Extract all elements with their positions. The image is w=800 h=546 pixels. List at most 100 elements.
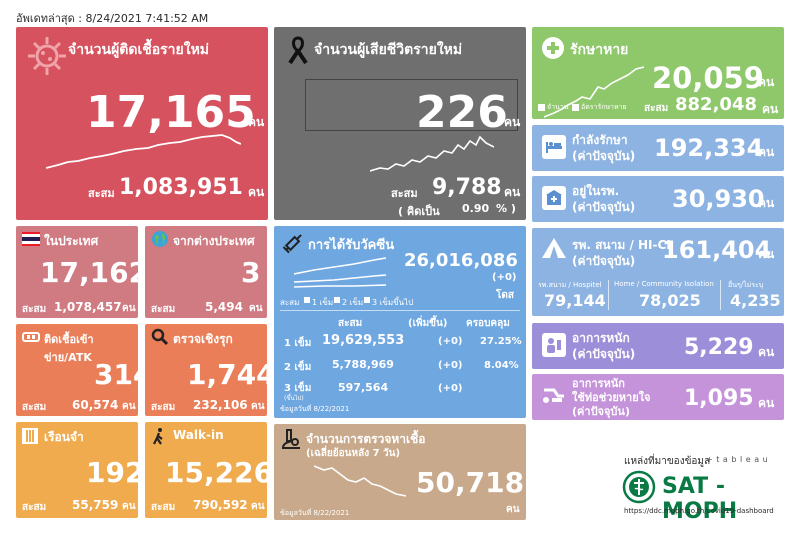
recovered-total-unit: คน [762,102,779,116]
proactive-total: 232,106 [193,398,248,412]
field-divider-2 [720,280,721,310]
domestic-card[interactable]: ในประเทศ 17,162 สะสม 1,078,457 คน [16,226,138,318]
deaths-card[interactable]: จำนวนผู้เสียชีวิตรายใหม่ 226 คน สะสม 9,7… [274,27,526,220]
vaccine-col-cover-header: ครอบคลุม [466,318,510,329]
hospital-card[interactable]: อยู่ในรพ. (ค่าปัจจุบัน) 30,930 คน [532,176,784,222]
proactive-card[interactable]: ตรวจเชิงรุก 1,744 สะสม 232,106 คน [145,324,267,416]
domestic-title: ในประเทศ [44,234,99,248]
vaccine-row-delta: (+0) [438,336,463,347]
hospital-bed-icon [542,135,566,159]
atk-total-unit: คน [122,401,136,412]
vaccine-title: การได้รับวัคซีน [308,238,395,253]
patient-icon [542,333,566,357]
new-cases-total-unit: คน [248,185,265,199]
deaths-total-unit: คน [504,185,521,199]
recovered-legend-b: อัตรารักษาหาย [581,103,627,111]
vaccine-row-cover: 27.25% [480,336,522,347]
walking-person-icon [151,427,167,445]
walkin-card[interactable]: Walk-in 15,226 สะสม 790,592 คน [145,422,267,518]
domestic-accum-label: สะสม [22,304,47,315]
abroad-total-unit: คน [249,303,263,314]
vaccine-trend [294,257,386,288]
vaccine-legend-box-2 [334,297,340,303]
field-col-hospitel-value: 79,144 [544,291,606,310]
deaths-pct-prefix: ( คิดเป็น [398,205,440,218]
deaths-accum-label: สะสม [391,187,418,200]
new-cases-title: จำนวนผู้ติดเชื้อรายใหม่ [68,42,210,58]
tableau-logo: + t a b l e a u [706,455,769,464]
treating-card[interactable]: กำลังรักษา (ค่าปัจจุบัน) 192,334 คน [532,125,784,171]
deaths-title: จำนวนผู้เสียชีวิตรายใหม่ [314,42,463,58]
jail-title: เรือนจำ [44,430,84,444]
new-cases-value: 17,165 [86,87,256,138]
hospital-unit: คน [758,196,775,210]
new-cases-total: 1,083,951 [119,175,243,200]
jail-total: 55,759 [72,498,119,512]
vaccine-col-delta-header: (เพิ่มขึ้น) [408,318,448,329]
proactive-accum-label: สะสม [151,402,176,413]
atk-card[interactable]: ติดเชื้อเข้าข่าย/ATK 314 สะสม 60,574 คน [16,324,138,416]
field-col-other-value: 4,235 [730,291,781,310]
hospital-icon [542,186,566,210]
vaccine-data-date: ข้อมูลวันที่ 8/22/2021 [280,405,350,413]
vaccine-row-dose: 1 เข็ม [284,338,312,349]
new-cases-unit: คน [248,115,265,129]
ventilator-icon [540,382,566,408]
walkin-title: Walk-in [173,428,224,442]
tent-icon [540,236,568,260]
recovered-value: 20,059 [652,61,764,95]
hospital-value: 30,930 [672,185,765,213]
atk-title: ติดเชื้อเข้าข่าย/ATK [44,333,94,364]
field-divider-1 [608,280,609,310]
vaccine-delta: (+0) [492,272,517,283]
ventilator-sub: (ค่าปัจจุบัน) [572,405,630,418]
last-updated: อัพเดทล่าสุด : 8/24/2021 7:41:52 AM [16,12,209,25]
jail-value: 192 [86,456,138,489]
abroad-total: 5,494 [205,300,243,314]
vaccine-row-dose: 3 เข็ม [284,383,312,394]
tests-card[interactable]: จำนวนการตรวจหาเชื้อ (เฉลี่ยย้อนหลัง 7 วั… [274,424,526,520]
vaccine-legend-box-1 [304,297,310,303]
recovered-accum-label: สะสม [644,103,669,114]
recovered-card[interactable]: รักษาหาย 20,059 คน จำนวน อัตรารักษาหาย ส… [532,27,784,119]
jail-card[interactable]: เรือนจำ 192 สะสม 55,759 คน [16,422,138,518]
treating-value: 192,334 [654,134,764,162]
jail-total-unit: คน [122,501,136,512]
field-hospital-card[interactable]: รพ. สนาม / HI-CI (ค่าปัจจุบัน) 161,404 ค… [532,228,784,316]
jail-accum-label: สะสม [22,502,47,513]
source-url[interactable]: https://ddc.moph.go.th/covid19-dashboard [624,507,774,515]
ventilator-value: 1,095 [684,386,754,411]
vaccine-total: 26,016,086 [404,250,518,271]
field-col-other-label: อื่นๆ/ไม่ระบุ [728,281,764,289]
new-cases-accum-label: สะสม [88,187,115,200]
new-cases-card[interactable]: จำนวนผู้ติดเชื้อรายใหม่ 17,165 คน สะสม 1… [16,27,268,220]
deaths-value: 226 [416,87,508,138]
atk-value: 314 [94,358,138,391]
abroad-card[interactable]: จากต่างประเทศ 3 สะสม 5,494 คน [145,226,267,318]
atk-accum-label: สะสม [22,402,47,413]
ventilator-card[interactable]: อาการหนัก ใช้ท่อช่วยหายใจ (ค่าปัจจุบัน) … [532,374,784,420]
virus-icon [26,35,68,77]
domestic-total: 1,078,457 [54,300,122,314]
field-col-hospitel-label: รพ.สนาม / Hospitel [538,281,602,289]
walkin-accum-label: สะสม [151,502,176,513]
recovered-legend-box-b [572,104,579,111]
vaccine-col-total-header: สะสม [338,318,363,329]
hospital-sub: (ค่าปัจจุบัน) [572,200,636,214]
deaths-total: 9,788 [432,175,502,200]
recovered-trend [544,66,644,118]
tests-data-date: ข้อมูลวันที่ 8/22/2021 [280,509,350,517]
recovered-legend-box-a [538,104,545,111]
field-col-home-value: 78,025 [639,291,701,310]
vaccine-legend-2: 2 เข็ม [342,298,364,307]
deaths-value-box [305,79,518,131]
magnifier-icon [151,328,169,346]
field-col-home-label: Home / Community Isolation [614,280,714,288]
vaccine-card[interactable]: การได้รับวัคซีน 26,016,086 (+0) โดส สะสม… [274,226,526,418]
severe-sub: (ค่าปัจจุบัน) [572,347,636,361]
sat-moph-brand: SAT - MOPH [662,474,738,524]
severe-card[interactable]: อาการหนัก (ค่าปัจจุบัน) 5,229 คน [532,323,784,369]
syringe-icon [282,230,306,254]
hospital-title: อยู่ในรพ. [572,184,620,198]
tests-title: จำนวนการตรวจหาเชื้อ [306,432,426,446]
